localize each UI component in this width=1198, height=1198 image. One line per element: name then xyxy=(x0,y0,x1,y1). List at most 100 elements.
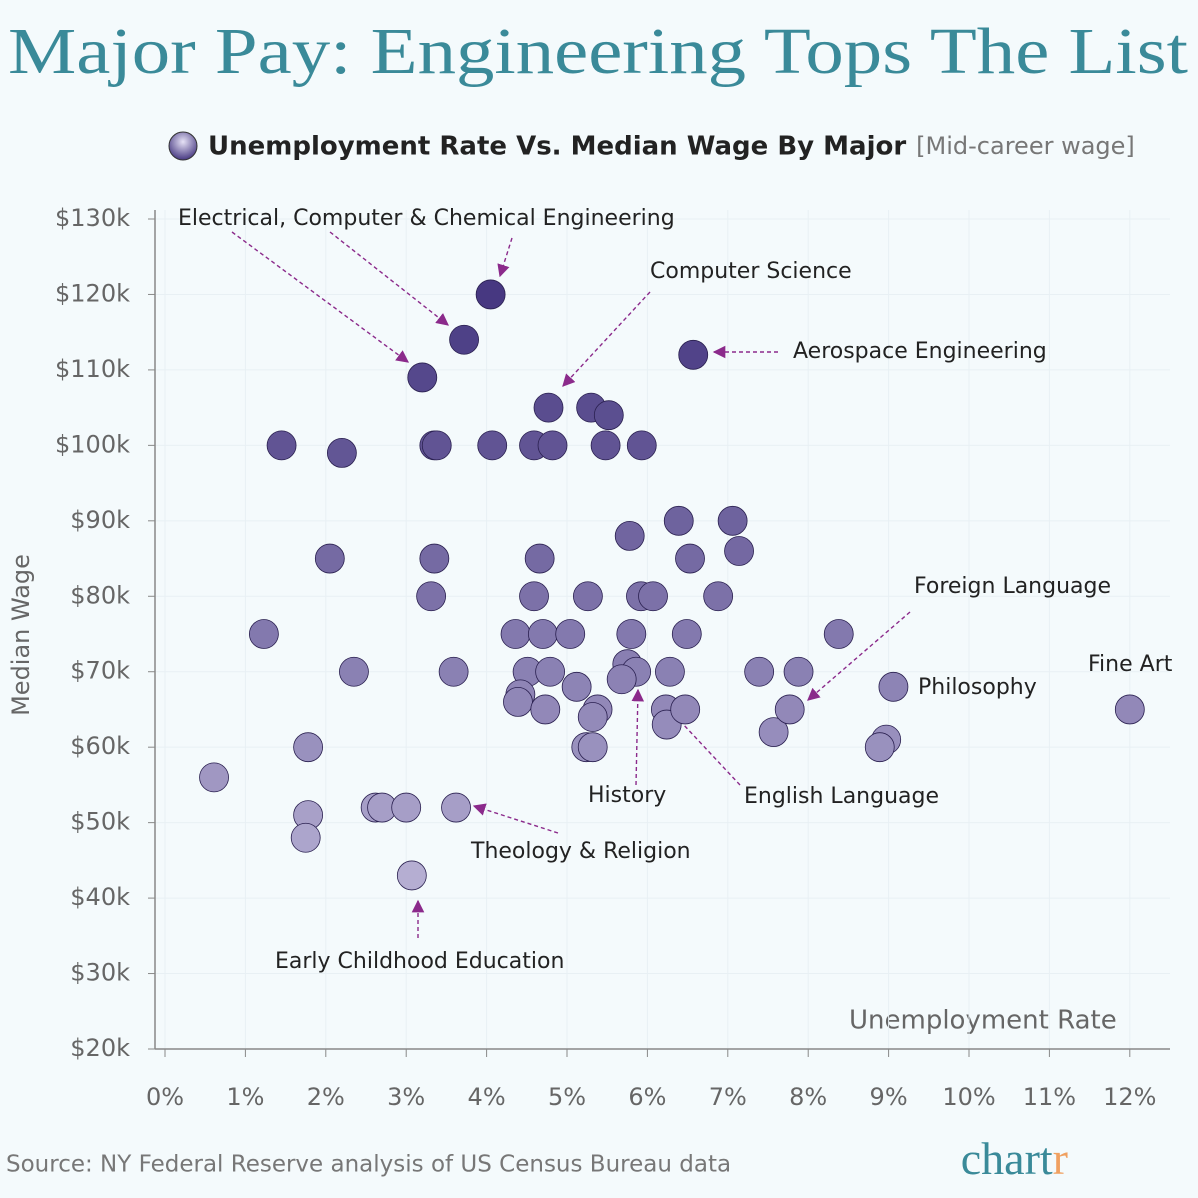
x-tick-label: 6% xyxy=(628,1083,666,1111)
annotations: Electrical, Computer & Chemical Engineer… xyxy=(178,206,1173,974)
point xyxy=(530,694,561,725)
point xyxy=(293,732,324,763)
point xyxy=(339,656,369,687)
annotation: Aerospace Engineering xyxy=(793,339,1047,364)
point xyxy=(744,656,775,687)
legend-label: Unemployment Rate Vs. Median Wage By Maj… xyxy=(208,132,906,162)
arrow xyxy=(666,706,741,786)
point xyxy=(774,694,805,725)
y-tick-label: $110k xyxy=(55,355,130,383)
point xyxy=(199,762,229,793)
point xyxy=(717,505,748,536)
y-tick-label: $130k xyxy=(55,204,130,232)
arrow xyxy=(631,688,645,786)
point xyxy=(248,619,279,649)
y-tick-label: $90k xyxy=(70,506,130,534)
logo-part: r xyxy=(1053,1133,1068,1184)
point xyxy=(441,792,471,823)
y-tick-label: $20k xyxy=(70,1034,130,1062)
point xyxy=(590,430,621,461)
point xyxy=(477,430,508,461)
point xyxy=(524,543,555,574)
point xyxy=(577,702,608,732)
annotation: History xyxy=(588,783,666,808)
point xyxy=(593,400,624,431)
point xyxy=(614,521,645,551)
point xyxy=(503,687,533,717)
point xyxy=(671,619,702,649)
point xyxy=(678,339,709,370)
x-tick-label: 7% xyxy=(709,1083,747,1111)
point xyxy=(475,279,506,310)
points xyxy=(199,279,1145,891)
x-tick-label: 8% xyxy=(789,1083,827,1111)
chart-title: Major Pay: Engineering Tops The List xyxy=(8,15,1188,88)
point xyxy=(266,430,297,461)
point xyxy=(519,581,549,612)
grid xyxy=(148,210,1170,1057)
point xyxy=(864,732,895,763)
point xyxy=(416,581,447,612)
x-tick-label: 9% xyxy=(870,1083,908,1111)
point xyxy=(533,392,564,423)
source: Source: NY Federal Reserve analysis of U… xyxy=(6,1152,731,1178)
x-tick-label: 4% xyxy=(468,1083,506,1111)
point xyxy=(449,324,479,355)
point xyxy=(419,543,450,574)
x-axis-label: Unemployment Rate xyxy=(849,1006,1117,1036)
y-tick-label: $30k xyxy=(70,959,130,987)
annotation: Philosophy xyxy=(918,675,1037,700)
x-tick-label: 11% xyxy=(1023,1083,1076,1111)
arrow xyxy=(497,237,513,278)
point xyxy=(577,732,608,763)
x-tick-label: 5% xyxy=(548,1083,586,1111)
point xyxy=(421,430,452,461)
arrow xyxy=(231,231,410,363)
x-tick-label: 3% xyxy=(387,1083,425,1111)
arrow xyxy=(472,803,559,834)
x-tick-label: 0% xyxy=(146,1083,184,1111)
y-tick-label: $100k xyxy=(55,430,130,458)
point xyxy=(438,656,469,687)
y-tick-label: $70k xyxy=(70,657,130,685)
x-tick-label: 12% xyxy=(1103,1083,1156,1111)
annotation: English Language xyxy=(744,784,939,809)
point xyxy=(783,656,814,687)
point xyxy=(675,543,705,574)
annotation: Electrical, Computer & Chemical Engineer… xyxy=(178,206,675,231)
point xyxy=(555,619,586,649)
logo-part: chart xyxy=(961,1133,1053,1184)
point xyxy=(573,581,603,612)
annotation: Foreign Language xyxy=(914,574,1111,599)
point xyxy=(290,822,321,853)
point xyxy=(1114,694,1145,725)
logo: chartr xyxy=(961,1133,1068,1184)
point xyxy=(724,536,754,566)
annotation: Theology & Religion xyxy=(470,839,691,864)
point xyxy=(758,717,789,747)
y-tick-label: $120k xyxy=(55,279,130,307)
arrow xyxy=(329,231,449,326)
x-tick-label: 10% xyxy=(942,1083,995,1111)
point xyxy=(670,694,701,725)
annotation-arrows xyxy=(231,231,911,938)
x-tick-label: 2% xyxy=(307,1083,345,1111)
point xyxy=(606,664,637,695)
point xyxy=(638,581,668,612)
point xyxy=(823,619,854,649)
subtitle: [Mid-career wage] xyxy=(916,132,1135,160)
annotation: Fine Art xyxy=(1088,652,1173,677)
annotation: Early Childhood Education xyxy=(275,949,564,974)
y-tick-label: $80k xyxy=(70,581,130,609)
point xyxy=(878,671,909,702)
point xyxy=(616,619,647,649)
point xyxy=(655,656,685,687)
arrow xyxy=(562,291,651,387)
annotation: Computer Science xyxy=(650,259,852,284)
y-tick-label: $50k xyxy=(70,808,130,836)
point xyxy=(314,543,345,574)
arrow xyxy=(807,611,911,701)
point xyxy=(626,430,657,461)
y-tick-label: $40k xyxy=(70,883,130,911)
